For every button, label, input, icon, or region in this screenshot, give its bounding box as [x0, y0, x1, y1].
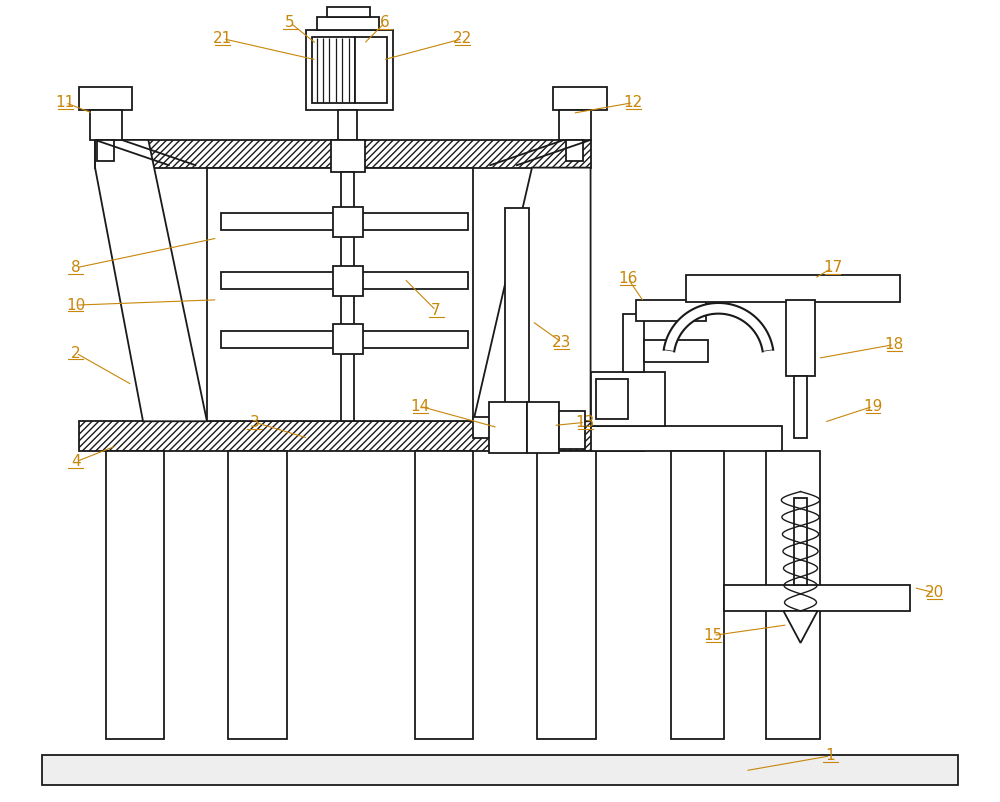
- Bar: [553, 87, 607, 110]
- Bar: [97, 140, 114, 161]
- Bar: [207, 168, 473, 421]
- Bar: [317, 18, 379, 30]
- Bar: [591, 372, 665, 426]
- Text: 18: 18: [885, 337, 904, 352]
- Bar: [221, 213, 335, 230]
- Polygon shape: [783, 611, 818, 643]
- Text: 16: 16: [618, 271, 638, 286]
- Bar: [766, 451, 820, 739]
- Text: 17: 17: [823, 261, 842, 275]
- Bar: [794, 376, 807, 439]
- Text: 12: 12: [624, 95, 643, 110]
- Text: 10: 10: [66, 298, 86, 313]
- Bar: [644, 340, 708, 362]
- Polygon shape: [473, 168, 591, 421]
- Text: 5: 5: [285, 15, 295, 30]
- Bar: [489, 402, 527, 453]
- Bar: [312, 37, 355, 103]
- Bar: [95, 140, 591, 168]
- Bar: [724, 585, 910, 611]
- Bar: [636, 300, 706, 321]
- Text: 11: 11: [56, 95, 75, 110]
- Bar: [333, 207, 363, 237]
- Bar: [42, 755, 958, 784]
- Bar: [333, 265, 363, 295]
- Bar: [106, 451, 164, 739]
- Polygon shape: [95, 140, 207, 421]
- Bar: [566, 140, 583, 161]
- Bar: [355, 37, 387, 103]
- Bar: [537, 451, 596, 739]
- Bar: [671, 451, 724, 739]
- Polygon shape: [664, 303, 773, 351]
- Bar: [596, 379, 628, 419]
- Bar: [338, 110, 357, 140]
- Bar: [415, 451, 473, 739]
- Bar: [306, 30, 393, 110]
- Bar: [327, 6, 370, 18]
- Bar: [333, 324, 363, 354]
- Text: 8: 8: [71, 261, 81, 275]
- Bar: [686, 275, 900, 302]
- Text: 15: 15: [704, 628, 723, 643]
- Text: 22: 22: [453, 31, 472, 47]
- Text: 20: 20: [925, 585, 944, 601]
- Bar: [341, 172, 354, 421]
- Bar: [623, 314, 644, 372]
- Bar: [559, 110, 591, 140]
- Text: 6: 6: [380, 15, 390, 30]
- Bar: [221, 272, 335, 289]
- Text: 3: 3: [250, 415, 260, 430]
- Bar: [90, 110, 122, 140]
- Text: 19: 19: [863, 399, 883, 414]
- Bar: [331, 140, 365, 172]
- Bar: [794, 498, 807, 585]
- Bar: [591, 426, 782, 451]
- Bar: [354, 272, 468, 289]
- Bar: [559, 411, 585, 449]
- Text: 7: 7: [431, 303, 441, 318]
- Bar: [786, 300, 815, 376]
- Bar: [228, 451, 287, 739]
- Bar: [473, 417, 537, 439]
- Bar: [505, 209, 529, 421]
- Bar: [79, 421, 644, 451]
- Bar: [79, 87, 132, 110]
- Text: 1: 1: [826, 748, 835, 764]
- Text: 4: 4: [71, 454, 81, 469]
- Bar: [527, 402, 559, 453]
- Bar: [354, 213, 468, 230]
- Bar: [354, 330, 468, 348]
- Bar: [221, 330, 335, 348]
- Text: 21: 21: [213, 31, 233, 47]
- Text: 13: 13: [576, 415, 595, 430]
- Text: 14: 14: [410, 399, 430, 414]
- Text: 23: 23: [552, 335, 571, 350]
- Text: 2: 2: [71, 346, 81, 361]
